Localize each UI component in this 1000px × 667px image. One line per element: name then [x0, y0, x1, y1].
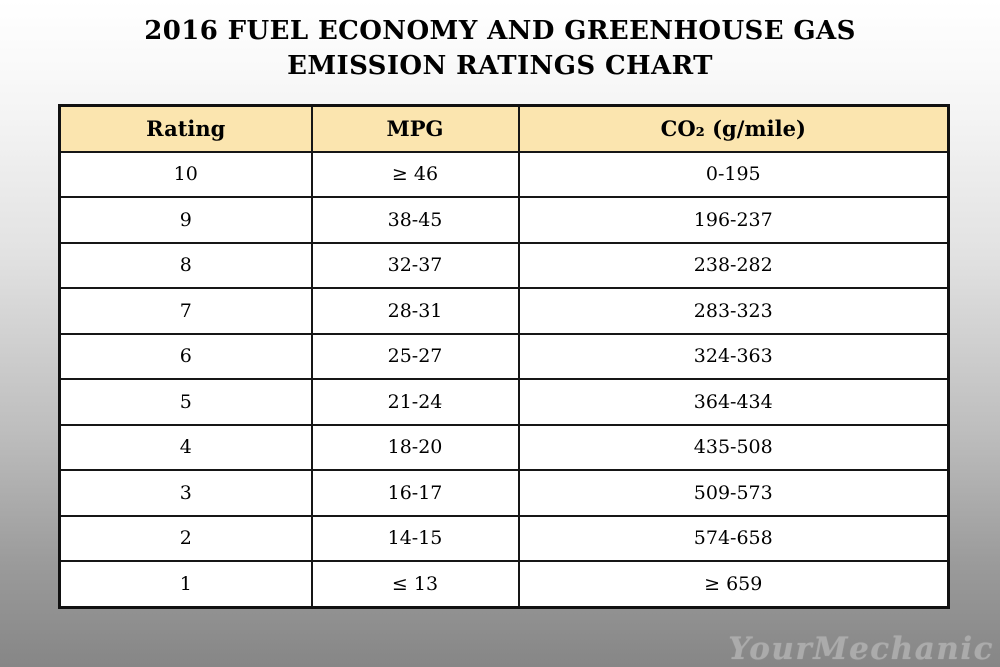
table-cell: 5 — [58, 378, 313, 426]
table-cell: 574-658 — [517, 514, 950, 562]
table-cell: 7 — [58, 287, 313, 335]
table-cell: 509-573 — [517, 469, 950, 517]
table-cell: ≤ 13 — [310, 560, 520, 608]
column-header-co2: CO₂ (g/mile) — [517, 104, 950, 153]
table-cell: 6 — [58, 332, 313, 380]
table-row: 1 ≤ 13 ≥ 659 — [58, 560, 950, 608]
table-cell: 25-27 — [310, 332, 520, 380]
table-row: 10 ≥ 46 0-195 — [58, 150, 950, 198]
table-cell: 3 — [58, 469, 313, 517]
page-title-line-2: EMISSION RATINGS CHART — [287, 51, 713, 82]
table-header: Rating MPG CO₂ (g/mile) — [58, 104, 950, 153]
page-title-line-1: 2016 FUEL ECONOMY AND GREENHOUSE GAS — [144, 16, 856, 46]
table-cell: 21-24 — [310, 378, 520, 426]
table-cell: 283-323 — [517, 287, 950, 335]
table-row: 6 25-27 324-363 — [58, 332, 950, 380]
table-cell: 435-508 — [517, 423, 950, 471]
table-cell: 0-195 — [517, 150, 950, 198]
table-header-row: Rating MPG CO₂ (g/mile) — [58, 104, 950, 153]
yourmechanic-watermark: YourMechanic — [728, 631, 994, 667]
table-row: 2 14-15 574-658 — [58, 514, 950, 562]
table-row: 4 18-20 435-508 — [58, 423, 950, 471]
table-row: 9 38-45 196-237 — [58, 196, 950, 244]
table-cell: 4 — [58, 423, 313, 471]
table-body: 10 ≥ 46 0-195 9 38-45 196-237 8 32-37 238-282 7 28… — [58, 150, 950, 608]
page-title: 2016 FUEL ECONOMY AND GREENHOUSE GAS EMI… — [0, 14, 1000, 84]
table-cell: 9 — [58, 196, 313, 244]
table-cell: 196-237 — [517, 196, 950, 244]
table-cell: 8 — [58, 241, 313, 289]
table-cell: 324-363 — [517, 332, 950, 380]
table-cell: 10 — [58, 150, 313, 198]
table-cell: 32-37 — [310, 241, 520, 289]
table-cell: 1 — [58, 560, 313, 608]
table-cell: 238-282 — [517, 241, 950, 289]
column-header-rating: Rating — [58, 104, 313, 153]
table-cell: 28-31 — [310, 287, 520, 335]
table-row: 3 16-17 509-573 — [58, 469, 950, 517]
table-cell: 38-45 — [310, 196, 520, 244]
table-cell: 16-17 — [310, 469, 520, 517]
ratings-table: Rating MPG CO₂ (g/mile) 10 ≥ 46 0-195 9 38-4… — [58, 104, 950, 609]
column-header-mpg: MPG — [310, 104, 520, 153]
table-cell: 14-15 — [310, 514, 520, 562]
table-cell: 364-434 — [517, 378, 950, 426]
table-cell: 18-20 — [310, 423, 520, 471]
table-cell: ≥ 659 — [517, 560, 950, 608]
table-cell: 2 — [58, 514, 313, 562]
table-row: 7 28-31 283-323 — [58, 287, 950, 335]
table-cell: ≥ 46 — [310, 150, 520, 198]
table-row: 5 21-24 364-434 — [58, 378, 950, 426]
table-row: 8 32-37 238-282 — [58, 241, 950, 289]
